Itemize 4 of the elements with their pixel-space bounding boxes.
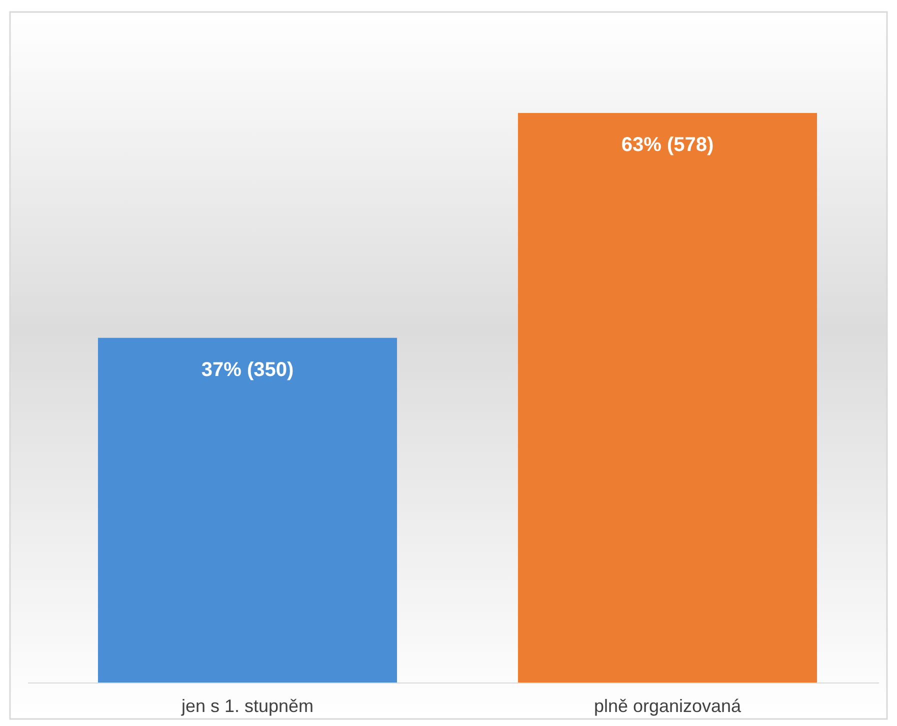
data-label: 37% (350): [201, 358, 294, 381]
data-label: 63% (578): [621, 134, 714, 156]
x-tick-label: plně organizovaná: [594, 696, 742, 716]
x-tick-label: jen s 1. stupněm: [180, 696, 314, 716]
